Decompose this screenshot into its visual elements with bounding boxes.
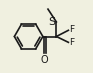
Text: F: F <box>69 38 74 47</box>
Text: F: F <box>69 25 74 34</box>
Text: S: S <box>48 17 56 27</box>
Text: O: O <box>41 55 48 65</box>
